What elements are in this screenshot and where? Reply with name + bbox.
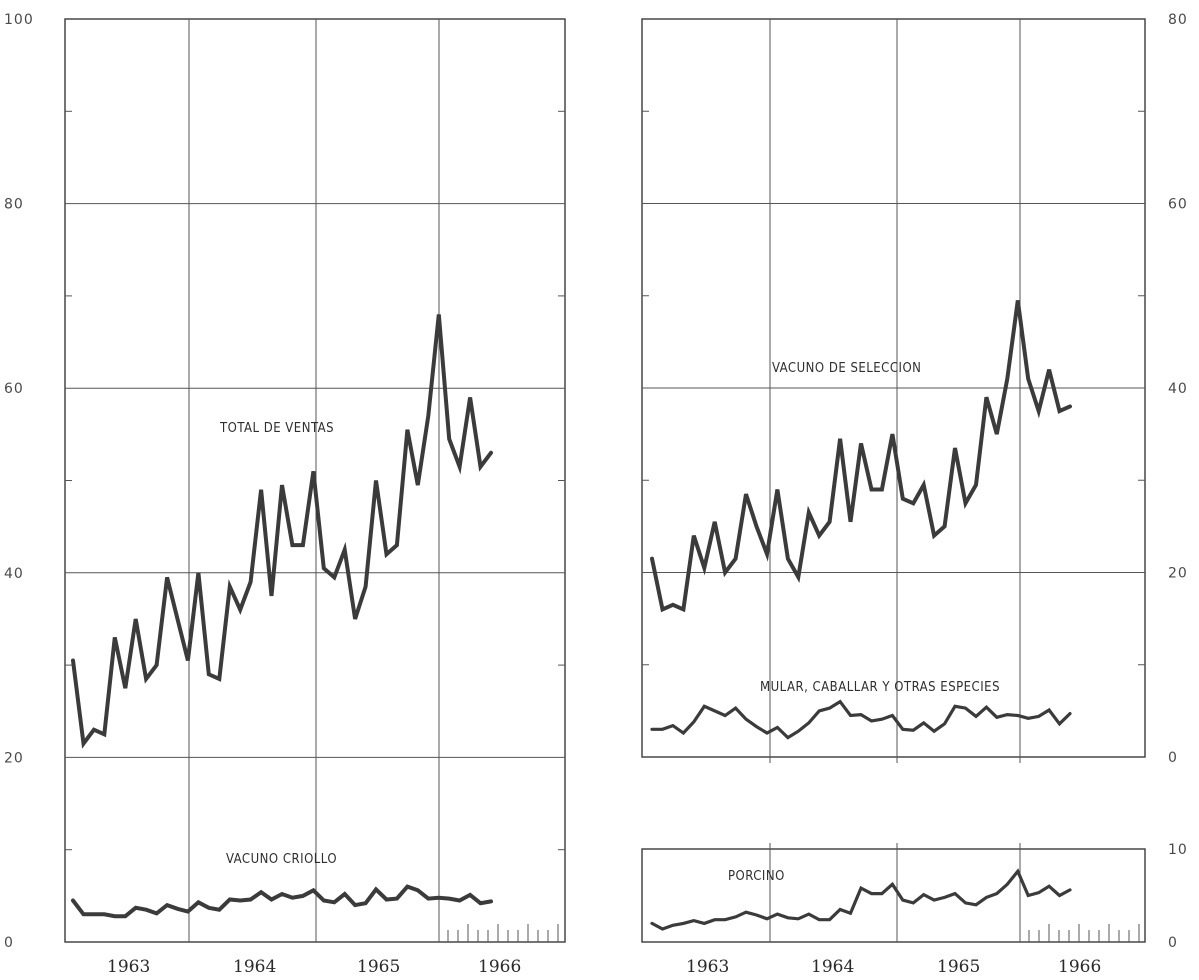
right-lower-plot-frame [641,848,1146,943]
y-tick-label-right-60: 60 [1168,197,1188,213]
series-label-total-de-ventas: TOTAL DE VENTAS [219,421,334,436]
x-tick-label-left-1966: 1966 [478,957,521,977]
right-lower-panel: 0 10 1963 1964 1965 1966 PORCINO [641,842,1188,977]
y-tick-label-left-20: 20 [4,750,24,766]
y-tick-label-left-80: 80 [4,197,24,213]
series-label-mular-caballar-y-otras-especies: MULAR, CABALLAR Y OTRAS ESPECIES [760,680,1000,695]
y-tick-label-lower-right-10: 10 [1168,842,1188,858]
series-label-vacuno-criollo: VACUNO CRIOLLO [226,852,337,867]
x-tick-label-left-1965: 1965 [357,957,400,977]
x-tick-label-left-1964: 1964 [233,957,276,977]
y-tick-label-left-40: 40 [4,566,24,582]
y-tick-label-left-100: 100 [4,12,34,28]
series-line-vacuno-criollo [71,884,493,919]
y-tick-label-right-80: 80 [1168,12,1188,28]
series-label-porcino: PORCINO [728,869,785,884]
y-tick-label-right-40: 40 [1168,381,1188,397]
y-tick-label-right-20: 20 [1168,566,1188,582]
series-line-porcino [650,868,1072,931]
right-upper-panel: 0 20 40 60 80 VACUNO DE SELECCION MULAR, CABAL… [641,12,1188,766]
left-panel: 0 20 40 60 80 100 1963 1964 1965 1966 TOTAL DE VEN… [4,12,566,977]
y-tick-label-left-0: 0 [4,935,14,951]
series-line-mular-caballar-y-otras-especies [650,699,1072,740]
series-line-vacuno-de-seleccion [650,300,1072,613]
x-tick-label-right-1963: 1963 [686,957,729,977]
series-label-vacuno-de-seleccion: VACUNO DE SELECCION [772,361,921,376]
series-line-total-de-ventas [71,314,493,749]
x-tick-label-right-1966: 1966 [1058,957,1101,977]
x-tick-label-right-1964: 1964 [811,957,854,977]
y-tick-label-left-60: 60 [4,381,24,397]
x-tick-label-left-1963: 1963 [107,957,150,977]
y-tick-label-lower-right-0: 0 [1168,935,1178,951]
y-tick-label-right-0: 0 [1168,750,1178,766]
x-tick-label-right-1965: 1965 [937,957,980,977]
